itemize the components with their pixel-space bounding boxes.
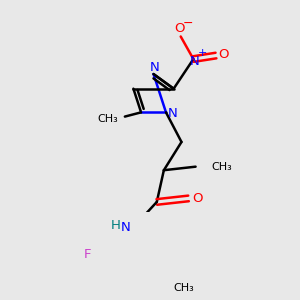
Text: CH₃: CH₃ [211, 162, 232, 172]
Text: F: F [84, 248, 92, 261]
Text: N: N [121, 221, 131, 234]
Text: −: − [182, 17, 193, 30]
Text: +: + [198, 48, 207, 59]
Text: N: N [168, 107, 178, 120]
Text: O: O [174, 22, 184, 34]
Text: O: O [218, 48, 229, 61]
Text: CH₃: CH₃ [97, 114, 118, 124]
Text: H: H [111, 219, 121, 232]
Text: CH₃: CH₃ [174, 283, 194, 293]
Text: N: N [190, 56, 200, 68]
Text: O: O [192, 192, 202, 205]
Text: N: N [150, 61, 160, 74]
